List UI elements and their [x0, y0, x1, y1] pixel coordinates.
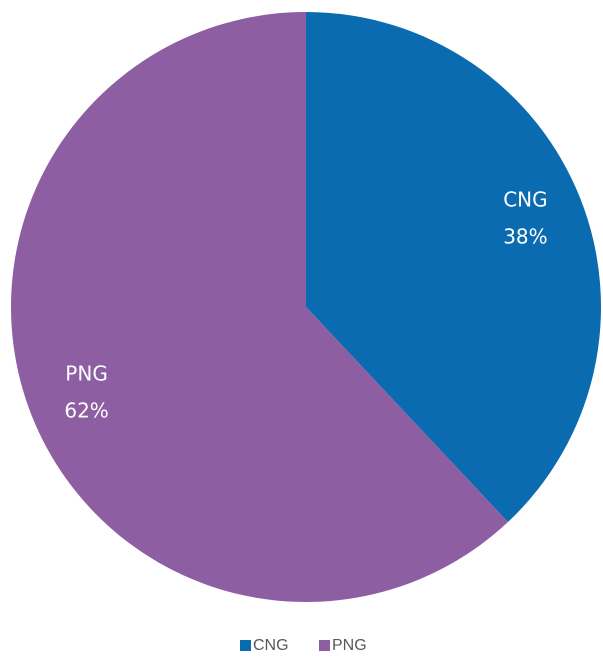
slice-value-label: 62%	[64, 398, 108, 422]
legend-label: CNG	[253, 637, 289, 654]
slice-category-label: PNG	[65, 361, 108, 385]
legend-swatch	[240, 640, 251, 651]
pie-slice	[10, 12, 508, 602]
legend-label: PNG	[332, 637, 367, 654]
legend-swatch	[319, 640, 330, 651]
slice-value-label: 38%	[503, 225, 547, 249]
pie-slice	[306, 12, 601, 523]
slice-category-label: CNG	[503, 188, 547, 212]
